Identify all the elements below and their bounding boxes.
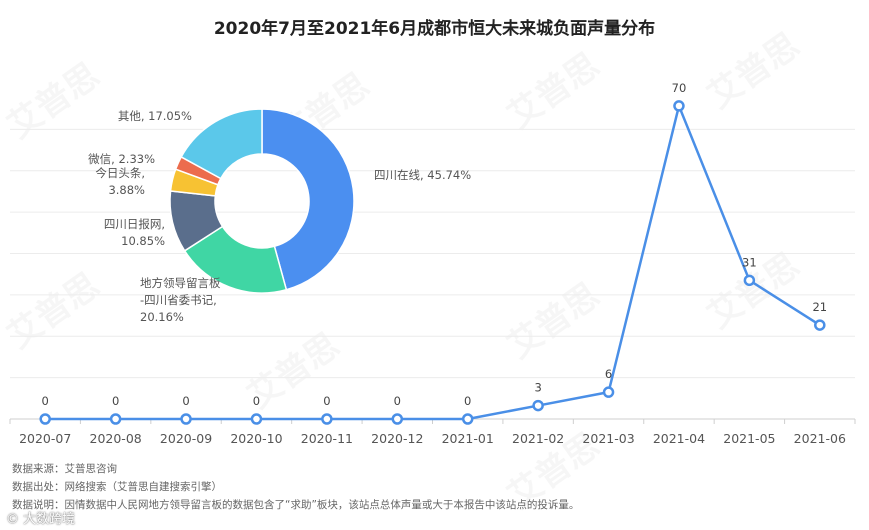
donut-labels: 四川在线, 45.74% 地方领导留言板 -四川省委书记, 20.16% 四川日报网, 1… xyxy=(88,109,471,324)
donut-label: 20.16% xyxy=(140,310,184,324)
data-label: 0 xyxy=(253,394,260,408)
data-label: 21 xyxy=(812,300,827,314)
x-tick-label: 2021-05 xyxy=(723,431,775,446)
data-point xyxy=(39,413,51,425)
data-point xyxy=(391,413,404,425)
data-point xyxy=(180,413,192,425)
donut-slice xyxy=(261,108,355,291)
data-point xyxy=(743,274,756,287)
watermark-text: 艾普思 xyxy=(0,265,106,356)
footnote-origin: 数据出处：网络搜索（艾普思自建搜索引擎） xyxy=(12,481,222,493)
data-point xyxy=(532,399,544,412)
donut-label: -四川省委书记, xyxy=(140,293,217,307)
data-label: 3 xyxy=(534,381,541,395)
data-labels: 0 0 0 0 0 0 0 3 6 70 31 21 xyxy=(42,81,828,408)
x-tick-label: 2021-02 xyxy=(512,431,564,446)
data-point xyxy=(109,413,122,425)
donut-label: 其他, 17.05% xyxy=(118,109,192,123)
data-point xyxy=(602,386,615,398)
donut-chart xyxy=(169,108,355,294)
donut-label: 微信, 2.33% xyxy=(88,152,155,166)
x-tick-label: 2020-10 xyxy=(230,431,282,446)
data-label: 6 xyxy=(605,367,612,381)
watermark-text: 艾普思 xyxy=(500,275,606,366)
footnotes: 数据来源：艾普思咨询 数据出处：网络搜索（艾普思自建搜索引擎） 数据说明：因情数… xyxy=(12,460,579,514)
x-tick-label: 2020-12 xyxy=(371,431,423,446)
data-label: 31 xyxy=(742,255,757,269)
x-tick-label: 2020-07 xyxy=(19,431,71,446)
data-point xyxy=(321,413,333,425)
data-label: 70 xyxy=(672,81,687,95)
footnote-source: 数据来源：艾普思咨询 xyxy=(12,463,117,475)
donut-label: 四川日报网, xyxy=(104,217,165,231)
data-label: 0 xyxy=(42,394,49,408)
x-axis: 2020-07 2020-08 2020-09 2020-10 2020-11 2020-… xyxy=(9,419,856,446)
data-points xyxy=(39,100,826,425)
x-tick-label: 2021-03 xyxy=(582,431,634,446)
x-tick-label: 2021-01 xyxy=(442,431,494,446)
donut-label: 地方领导留言板 xyxy=(140,276,221,290)
donut-label: 3.88% xyxy=(108,183,145,197)
donut-label: 10.85% xyxy=(121,234,165,248)
footnote-note: 数据说明：因情数据中人民网地方领导留言板的数据包含了“求助”板块，该站点总体声量… xyxy=(12,499,580,511)
data-label: 0 xyxy=(323,394,330,408)
donut-label: 今日头条, xyxy=(95,166,145,180)
x-tick-label: 2021-04 xyxy=(653,431,705,446)
donut-slice xyxy=(180,108,263,180)
corner-logo: © 大数跨境 xyxy=(6,512,76,527)
data-point xyxy=(673,100,685,112)
line-series xyxy=(45,101,821,421)
data-point xyxy=(250,413,263,425)
watermark-text: 艾普思 xyxy=(500,45,606,136)
watermark-text: 艾普思 xyxy=(0,55,106,146)
watermark-text: 艾普思 xyxy=(700,25,806,116)
x-tick-label: 2020-11 xyxy=(301,431,353,446)
series-line xyxy=(45,101,821,421)
x-tick-label: 2021-06 xyxy=(794,431,846,446)
data-label: 0 xyxy=(394,394,401,408)
x-tick-label: 2020-08 xyxy=(90,431,142,446)
x-tick-label: 2020-09 xyxy=(160,431,212,446)
donut-label: 四川在线, 45.74% xyxy=(374,168,471,182)
data-label: 0 xyxy=(464,394,471,408)
data-point xyxy=(814,319,826,331)
data-point xyxy=(461,413,474,425)
data-label: 0 xyxy=(182,394,189,408)
chart-title: 2020年7月至2021年6月成都市恒大未来城负面声量分布 xyxy=(213,19,656,39)
data-label: 0 xyxy=(112,394,119,408)
